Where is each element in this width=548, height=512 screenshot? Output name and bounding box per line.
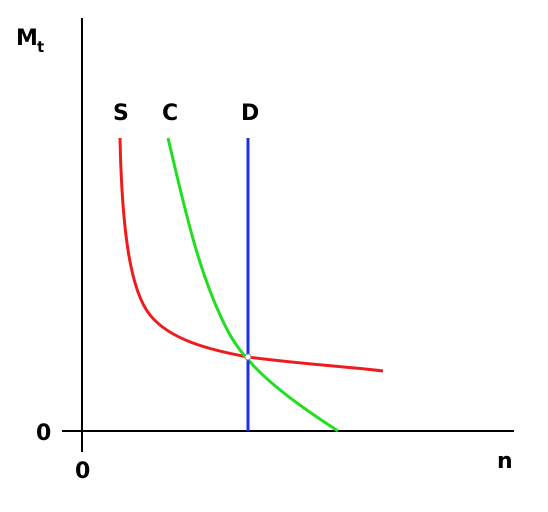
y-axis-label-subscript: t: [37, 38, 44, 56]
intersection-point: [244, 353, 252, 361]
curve-c: [166, 137, 339, 433]
y-axis-label: M: [16, 26, 38, 51]
x-origin-label: 0: [75, 459, 90, 484]
curve-s: [118, 137, 384, 373]
curve-label: D: [241, 101, 259, 126]
y-origin-label: 0: [36, 421, 51, 446]
x-axis-label: n: [497, 449, 513, 474]
curve-label: S: [113, 101, 129, 126]
curve-label: C: [162, 101, 178, 126]
